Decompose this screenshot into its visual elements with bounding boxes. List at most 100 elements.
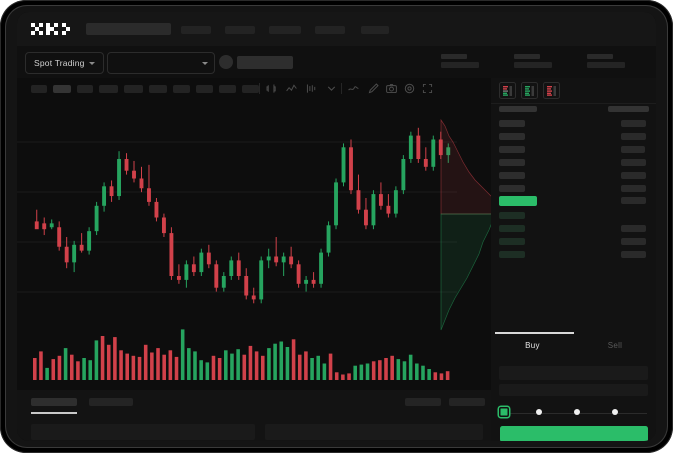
orderbook-divider bbox=[491, 103, 656, 104]
slider-step-3[interactable] bbox=[574, 409, 580, 415]
orderbook-bid-amount-2 bbox=[621, 225, 646, 232]
drawing-pencil-icon[interactable] bbox=[367, 82, 380, 95]
timeframe-chip-8[interactable] bbox=[196, 85, 213, 93]
ticker-stat-3 bbox=[587, 54, 625, 68]
ticker-stat-1 bbox=[441, 54, 479, 68]
ticker-stat-3-label bbox=[587, 54, 613, 59]
nav-item-1[interactable] bbox=[181, 26, 211, 34]
timeframe-chip-2[interactable] bbox=[53, 85, 71, 93]
orderbook-bid-price-4[interactable] bbox=[499, 251, 525, 258]
orders-bottom-bar bbox=[17, 390, 491, 441]
settings-gear-icon[interactable] bbox=[403, 82, 416, 95]
ticker-stat-1-label bbox=[441, 54, 467, 59]
nav-item-2[interactable] bbox=[225, 26, 255, 34]
ticker-stat-1-value bbox=[441, 62, 479, 68]
orderbook-ask-amount-4 bbox=[621, 159, 646, 166]
price-chart[interactable] bbox=[17, 100, 491, 390]
orderbook-ask-price-5[interactable] bbox=[499, 172, 525, 179]
ticker-stat-3-value bbox=[587, 62, 625, 68]
header-brand-placeholder bbox=[86, 23, 171, 35]
orderbook-ask-amount-1 bbox=[621, 120, 646, 127]
fullscreen-icon[interactable] bbox=[421, 82, 434, 95]
orderbook-bid-price-3[interactable] bbox=[499, 238, 525, 245]
orderbook-ask-price-1[interactable] bbox=[499, 120, 525, 127]
trend-line-icon[interactable] bbox=[347, 82, 360, 95]
toolbar-divider bbox=[259, 83, 260, 94]
orderbook-header-amount bbox=[608, 106, 649, 112]
tab-open-orders[interactable] bbox=[31, 398, 77, 406]
bottom-panel-left bbox=[31, 424, 255, 440]
orderbook-panel: Buy Sell bbox=[491, 78, 656, 441]
bottom-action-2[interactable] bbox=[449, 398, 485, 406]
trading-subbar: Spot Trading bbox=[17, 46, 656, 78]
orderbook-bid-amount-3 bbox=[621, 238, 646, 245]
orderbook-mode-asks-icon[interactable] bbox=[543, 82, 560, 99]
orderbook-header-price bbox=[499, 106, 537, 112]
spot-trading-selector[interactable]: Spot Trading bbox=[25, 52, 104, 74]
timeframe-chip-3[interactable] bbox=[77, 85, 93, 93]
orderbook-ask-price-2[interactable] bbox=[499, 133, 525, 140]
timeframe-chip-9[interactable] bbox=[219, 85, 236, 93]
orderbook-spread-amount bbox=[621, 197, 646, 204]
chevron-down-icon bbox=[202, 61, 208, 65]
chart-type-line-icon[interactable] bbox=[285, 82, 298, 95]
okx-logo[interactable] bbox=[31, 23, 71, 35]
candlestick-series bbox=[34, 127, 451, 304]
order-field-2[interactable] bbox=[499, 384, 648, 396]
orderbook-display-modes bbox=[499, 82, 560, 99]
slider-step-1[interactable] bbox=[499, 407, 509, 417]
orderbook-ask-amount-2 bbox=[621, 133, 646, 140]
buysell-active-underline bbox=[495, 332, 574, 334]
orderbook-ask-price-3[interactable] bbox=[499, 146, 525, 153]
nav-item-5[interactable] bbox=[361, 26, 389, 34]
chart-type-candles-icon[interactable] bbox=[265, 82, 278, 95]
tab-buy[interactable]: Buy bbox=[525, 341, 540, 350]
chevron-down-icon bbox=[88, 61, 95, 65]
slider-step-2[interactable] bbox=[536, 409, 542, 415]
volume-series bbox=[33, 329, 450, 380]
tab-order-history[interactable] bbox=[89, 398, 133, 406]
bottom-panel-right bbox=[265, 424, 483, 440]
orderbook-mode-both-icon[interactable] bbox=[499, 82, 516, 99]
tab-sell[interactable]: Sell bbox=[607, 341, 623, 350]
ticker-stat-2 bbox=[514, 54, 552, 68]
active-tab-underline bbox=[31, 412, 77, 414]
app-screen: Spot Trading bbox=[17, 12, 656, 441]
ticker-stat-2-label bbox=[514, 54, 540, 59]
timeframe-chip-4[interactable] bbox=[99, 85, 118, 93]
orderbook-bid-price-2[interactable] bbox=[499, 225, 525, 232]
timeframe-chip-6[interactable] bbox=[149, 85, 167, 93]
spot-trading-label: Spot Trading bbox=[34, 58, 85, 68]
orderbook-ask-price-6[interactable] bbox=[499, 185, 525, 192]
slider-step-4[interactable] bbox=[612, 409, 618, 415]
order-field-1[interactable] bbox=[499, 366, 648, 380]
timeframe-chip-7[interactable] bbox=[173, 85, 190, 93]
orderbook-ask-amount-5 bbox=[621, 172, 646, 179]
chart-settings-chevron-icon[interactable] bbox=[325, 82, 338, 95]
depth-overlay-chart bbox=[440, 118, 491, 331]
timeframe-chip-10[interactable] bbox=[242, 85, 259, 93]
orderbook-ask-amount-3 bbox=[621, 146, 645, 153]
nav-item-3[interactable] bbox=[269, 26, 301, 34]
nav-item-4[interactable] bbox=[315, 26, 345, 34]
bottom-action-1[interactable] bbox=[405, 398, 441, 406]
orderbook-mode-bids-icon[interactable] bbox=[521, 82, 538, 99]
trading-pair-selector[interactable] bbox=[107, 52, 215, 74]
indicators-icon[interactable] bbox=[305, 82, 318, 95]
orderbook-ask-price-4[interactable] bbox=[499, 159, 525, 166]
toolbar-divider bbox=[341, 83, 342, 94]
amount-slider[interactable] bbox=[491, 400, 656, 428]
submit-order-button[interactable] bbox=[500, 426, 648, 441]
buy-sell-tabs: Buy Sell bbox=[491, 334, 656, 360]
coin-avatar bbox=[219, 55, 233, 69]
orderbook-bid-price-1[interactable] bbox=[499, 212, 525, 219]
camera-snapshot-icon[interactable] bbox=[385, 82, 398, 95]
last-price-placeholder bbox=[237, 56, 293, 69]
timeframe-chip-1[interactable] bbox=[31, 85, 47, 93]
chart-toolbar bbox=[17, 78, 491, 100]
orderbook-ask-amount-6 bbox=[621, 185, 646, 192]
orderbook-spread-row[interactable] bbox=[499, 196, 537, 206]
orderbook-bid-amount-4 bbox=[621, 251, 646, 258]
timeframe-chip-5[interactable] bbox=[124, 85, 143, 93]
ticker-stat-2-value bbox=[514, 62, 552, 68]
